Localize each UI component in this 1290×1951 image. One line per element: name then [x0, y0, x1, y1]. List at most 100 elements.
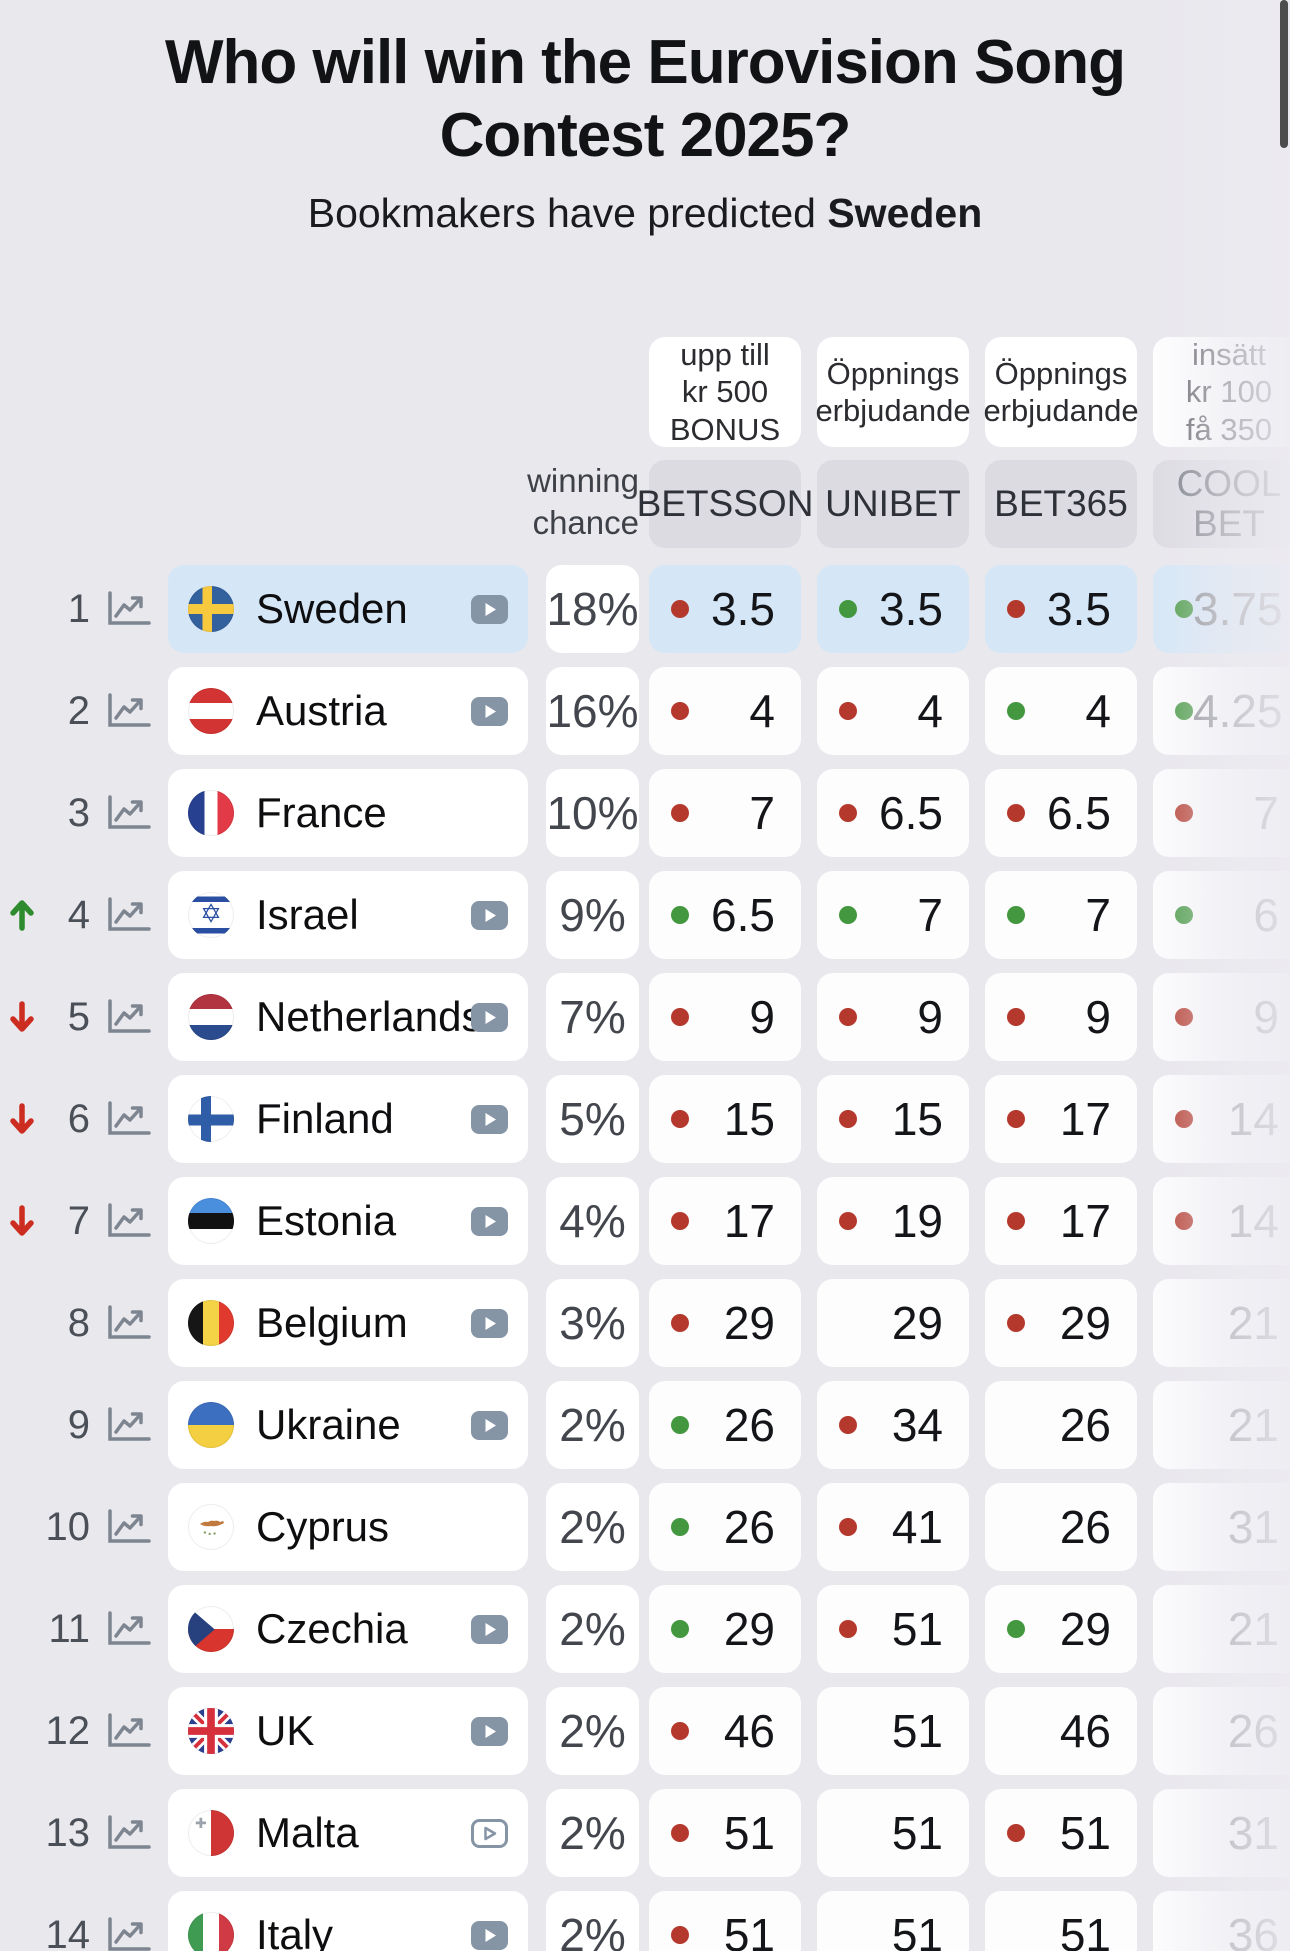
odds-cell-unibet[interactable]: 41 [817, 1483, 969, 1572]
play-video-button[interactable] [471, 1308, 508, 1338]
play-video-button[interactable] [471, 594, 508, 624]
odds-cell-bet365[interactable]: 6.5 [985, 769, 1137, 858]
country-cell[interactable]: Belgium [168, 1279, 528, 1368]
odds-history-chart-icon[interactable] [90, 896, 168, 934]
odds-history-chart-icon[interactable] [90, 692, 168, 730]
odds-cell-coolbet[interactable]: 21 [1153, 1585, 1290, 1674]
odds-cell-unibet[interactable]: 15 [817, 1075, 969, 1164]
odds-cell-betsson[interactable]: 46 [649, 1687, 801, 1776]
country-cell[interactable]: Netherlands [168, 973, 528, 1062]
odds-cell-coolbet[interactable]: 36 [1153, 1891, 1290, 1951]
odds-cell-betsson[interactable]: 7 [649, 769, 801, 858]
odds-history-chart-icon[interactable] [90, 998, 168, 1036]
odds-history-chart-icon[interactable] [90, 590, 168, 628]
odds-history-chart-icon[interactable] [90, 1916, 168, 1951]
country-cell[interactable]: Finland [168, 1075, 528, 1164]
odds-cell-betsson[interactable]: 3.5 [649, 565, 801, 654]
odds-cell-bet365[interactable]: 29 [985, 1585, 1137, 1674]
play-video-button[interactable] [471, 900, 508, 930]
odds-cell-unibet[interactable]: 51 [817, 1585, 969, 1674]
odds-cell-bet365[interactable]: 3.5 [985, 565, 1137, 654]
country-cell[interactable]: Estonia [168, 1177, 528, 1266]
odds-history-chart-icon[interactable] [90, 1100, 168, 1138]
odds-cell-bet365[interactable]: 29 [985, 1279, 1137, 1368]
odds-cell-coolbet[interactable]: 21 [1153, 1381, 1290, 1470]
promo-card-unibet[interactable]: Öppnings erbjudande [815, 337, 971, 448]
odds-cell-bet365[interactable]: 4 [985, 667, 1137, 756]
odds-cell-betsson[interactable]: 15 [649, 1075, 801, 1164]
odds-cell-unibet[interactable]: 51 [817, 1687, 969, 1776]
country-cell[interactable]: Malta [168, 1789, 528, 1878]
country-cell[interactable]: Italy [168, 1891, 528, 1951]
odds-cell-coolbet[interactable]: 3.75 [1153, 565, 1290, 654]
odds-history-chart-icon[interactable] [90, 1610, 168, 1648]
odds-cell-betsson[interactable]: 51 [649, 1891, 801, 1951]
odds-history-chart-icon[interactable] [90, 1406, 168, 1444]
bookmaker-header-betsson[interactable]: BETSSON [637, 460, 813, 549]
odds-history-chart-icon[interactable] [90, 1304, 168, 1342]
odds-cell-coolbet[interactable]: 14 [1153, 1177, 1290, 1266]
odds-cell-bet365[interactable]: 51 [985, 1789, 1137, 1878]
odds-cell-betsson[interactable]: 4 [649, 667, 801, 756]
odds-cell-bet365[interactable]: 17 [985, 1177, 1137, 1266]
odds-cell-betsson[interactable]: 51 [649, 1789, 801, 1878]
odds-cell-unibet[interactable]: 6.5 [817, 769, 969, 858]
odds-cell-coolbet[interactable]: 31 [1153, 1483, 1290, 1572]
odds-cell-coolbet[interactable]: 9 [1153, 973, 1290, 1062]
odds-cell-betsson[interactable]: 26 [649, 1381, 801, 1470]
country-cell[interactable]: Israel [168, 871, 528, 960]
bookmaker-header-unibet[interactable]: UNIBET [817, 460, 969, 549]
odds-cell-betsson[interactable]: 29 [649, 1585, 801, 1674]
bookmaker-header-coolbet[interactable]: COOL BET [1153, 460, 1290, 549]
odds-cell-betsson[interactable]: 29 [649, 1279, 801, 1368]
play-video-button[interactable] [471, 1614, 508, 1644]
odds-cell-betsson[interactable]: 26 [649, 1483, 801, 1572]
odds-cell-coolbet[interactable]: 26 [1153, 1687, 1290, 1776]
odds-cell-unibet[interactable]: 34 [817, 1381, 969, 1470]
odds-cell-betsson[interactable]: 17 [649, 1177, 801, 1266]
odds-history-chart-icon[interactable] [90, 1202, 168, 1240]
promo-card-betsson[interactable]: upp till kr 500 BONUS [649, 337, 801, 448]
play-video-button[interactable] [471, 1818, 508, 1848]
odds-cell-betsson[interactable]: 6.5 [649, 871, 801, 960]
play-video-button[interactable] [471, 1410, 508, 1440]
country-cell[interactable]: Austria [168, 667, 528, 756]
odds-cell-coolbet[interactable]: 14 [1153, 1075, 1290, 1164]
odds-cell-unibet[interactable]: 51 [817, 1789, 969, 1878]
odds-cell-unibet[interactable]: 29 [817, 1279, 969, 1368]
odds-history-chart-icon[interactable] [90, 1508, 168, 1546]
odds-cell-unibet[interactable]: 51 [817, 1891, 969, 1951]
odds-cell-coolbet[interactable]: 6 [1153, 871, 1290, 960]
promo-card-bet365[interactable]: Öppnings erbjudande [983, 337, 1139, 448]
country-cell[interactable]: Cyprus [168, 1483, 528, 1572]
country-cell[interactable]: Ukraine [168, 1381, 528, 1470]
odds-cell-bet365[interactable]: 9 [985, 973, 1137, 1062]
odds-cell-unibet[interactable]: 7 [817, 871, 969, 960]
odds-cell-unibet[interactable]: 3.5 [817, 565, 969, 654]
promo-card-coolbet[interactable]: insätt kr 100 få 350 [1153, 337, 1290, 448]
country-cell[interactable]: France [168, 769, 528, 858]
play-video-button[interactable] [471, 1920, 508, 1950]
odds-cell-unibet[interactable]: 19 [817, 1177, 969, 1266]
odds-cell-bet365[interactable]: 26 [985, 1381, 1137, 1470]
vertical-scrollbar[interactable] [1280, 0, 1288, 148]
odds-cell-coolbet[interactable]: 4.25 [1153, 667, 1290, 756]
odds-cell-coolbet[interactable]: 21 [1153, 1279, 1290, 1368]
odds-cell-betsson[interactable]: 9 [649, 973, 801, 1062]
odds-history-chart-icon[interactable] [90, 794, 168, 832]
odds-history-chart-icon[interactable] [90, 1814, 168, 1852]
odds-cell-bet365[interactable]: 46 [985, 1687, 1137, 1776]
country-cell[interactable]: Czechia [168, 1585, 528, 1674]
odds-cell-bet365[interactable]: 17 [985, 1075, 1137, 1164]
play-video-button[interactable] [471, 1104, 508, 1134]
play-video-button[interactable] [471, 1002, 508, 1032]
odds-cell-unibet[interactable]: 9 [817, 973, 969, 1062]
play-video-button[interactable] [471, 696, 508, 726]
odds-cell-bet365[interactable]: 7 [985, 871, 1137, 960]
play-video-button[interactable] [471, 1206, 508, 1236]
bookmaker-header-bet365[interactable]: BET365 [985, 460, 1137, 549]
odds-cell-unibet[interactable]: 4 [817, 667, 969, 756]
odds-cell-coolbet[interactable]: 31 [1153, 1789, 1290, 1878]
play-video-button[interactable] [471, 1716, 508, 1746]
odds-history-chart-icon[interactable] [90, 1712, 168, 1750]
